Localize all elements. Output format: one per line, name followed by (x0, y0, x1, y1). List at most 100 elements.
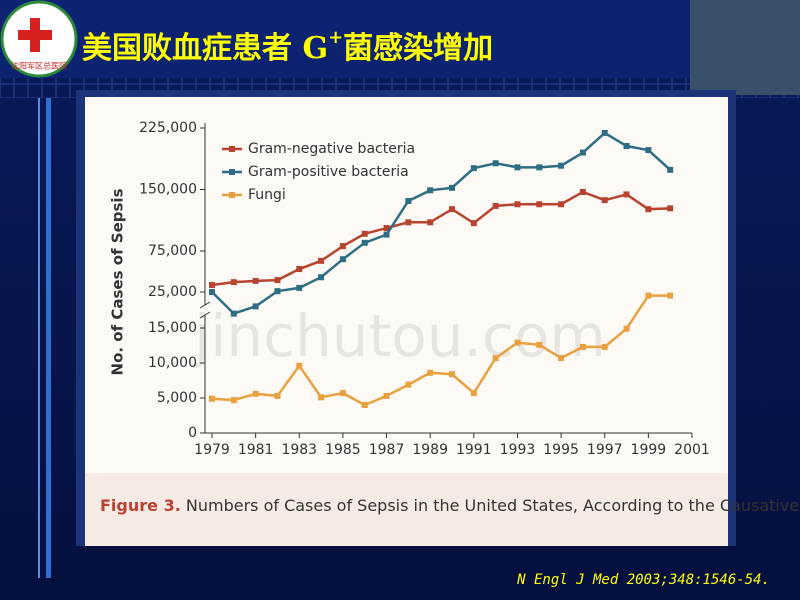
point (449, 184, 455, 191)
point (252, 303, 259, 310)
point (536, 341, 543, 348)
x-tick-label: 2001 (674, 442, 710, 458)
legend-label: Gram-positive bacteria (248, 164, 409, 180)
x-tick-label: 1993 (500, 442, 536, 458)
point (427, 369, 434, 376)
point (339, 243, 346, 250)
point (296, 362, 303, 369)
point (361, 402, 368, 408)
point (296, 284, 303, 291)
point (361, 230, 368, 237)
point (558, 201, 565, 208)
point (470, 165, 477, 172)
point (405, 381, 412, 388)
x-tick-label: 1979 (194, 442, 230, 458)
point (536, 201, 543, 208)
point (318, 274, 325, 281)
point (230, 279, 237, 286)
x-tick-label: 1999 (631, 442, 667, 458)
series-line (211, 131, 672, 316)
point (427, 219, 434, 226)
point (514, 201, 521, 208)
point (667, 205, 674, 212)
slide-title: 美国败血症患者 G+菌感染增加 (82, 27, 493, 66)
point (449, 206, 455, 213)
point (623, 191, 630, 198)
caption-text: Numbers of Cases of Sepsis in the United… (186, 496, 800, 515)
point (252, 277, 259, 284)
y-tick-label: 225,000 (139, 120, 197, 136)
point (623, 325, 630, 332)
axis-break (199, 301, 211, 309)
point (645, 206, 652, 213)
point (209, 289, 215, 295)
point (601, 343, 608, 350)
point (209, 282, 215, 289)
point (579, 149, 586, 156)
x-tick-label: 1985 (325, 442, 361, 458)
title-part: 美国败血症患者 G (82, 31, 328, 66)
legend-swatch (229, 146, 235, 152)
point (667, 292, 674, 299)
y-tick-label: 150,000 (139, 182, 197, 198)
point (558, 355, 565, 362)
y-tick-label: 75,000 (148, 243, 197, 259)
legend-swatch (229, 192, 235, 198)
point (645, 147, 652, 154)
point (252, 390, 259, 397)
point (427, 187, 434, 194)
point (361, 239, 368, 246)
point (667, 166, 674, 173)
x-tick-label: 1991 (456, 442, 492, 458)
side-bar-thin (38, 98, 40, 578)
point (579, 188, 586, 195)
point (623, 143, 630, 150)
x-tick-label: 1981 (238, 442, 274, 458)
point (274, 288, 281, 295)
logo-text: 沈阳军区总医院 (11, 61, 67, 71)
y-tick-label: 15,000 (148, 320, 197, 336)
x-tick-label: 1997 (587, 442, 623, 458)
chart-panel (85, 97, 728, 473)
point (601, 197, 608, 204)
x-tick-label: 1995 (543, 442, 579, 458)
point (274, 277, 281, 284)
point (449, 371, 455, 378)
point (470, 220, 477, 227)
point (514, 164, 521, 171)
side-bar (46, 98, 51, 578)
point (579, 343, 586, 350)
x-tick-label: 1987 (369, 442, 405, 458)
point (536, 164, 543, 171)
point (405, 219, 412, 226)
watermark: jinchutou.com (192, 302, 606, 370)
y-tick-label: 0 (188, 425, 197, 441)
title-part: 菌感染增加 (343, 31, 493, 66)
point (645, 292, 652, 299)
x-tick-label: 1989 (412, 442, 448, 458)
point (383, 225, 390, 232)
point (470, 390, 477, 397)
point (601, 129, 608, 136)
header (0, 0, 800, 78)
point (492, 355, 499, 362)
point (492, 160, 499, 167)
point (383, 392, 390, 399)
point (339, 256, 346, 263)
legend-label: Gram-negative bacteria (248, 141, 415, 157)
point (558, 162, 565, 169)
series-line (211, 294, 671, 407)
logo-cross (18, 18, 52, 52)
point (492, 202, 499, 209)
citation: N Engl J Med 2003;348:1546-54. (516, 572, 770, 588)
legend-swatch (229, 169, 235, 175)
caption-panel (85, 473, 728, 546)
point (230, 310, 237, 317)
x-tick-label: 1983 (281, 442, 317, 458)
point (514, 339, 521, 346)
header-photo (690, 0, 800, 95)
point (274, 392, 281, 399)
caption-label: Figure 3. (100, 496, 181, 515)
